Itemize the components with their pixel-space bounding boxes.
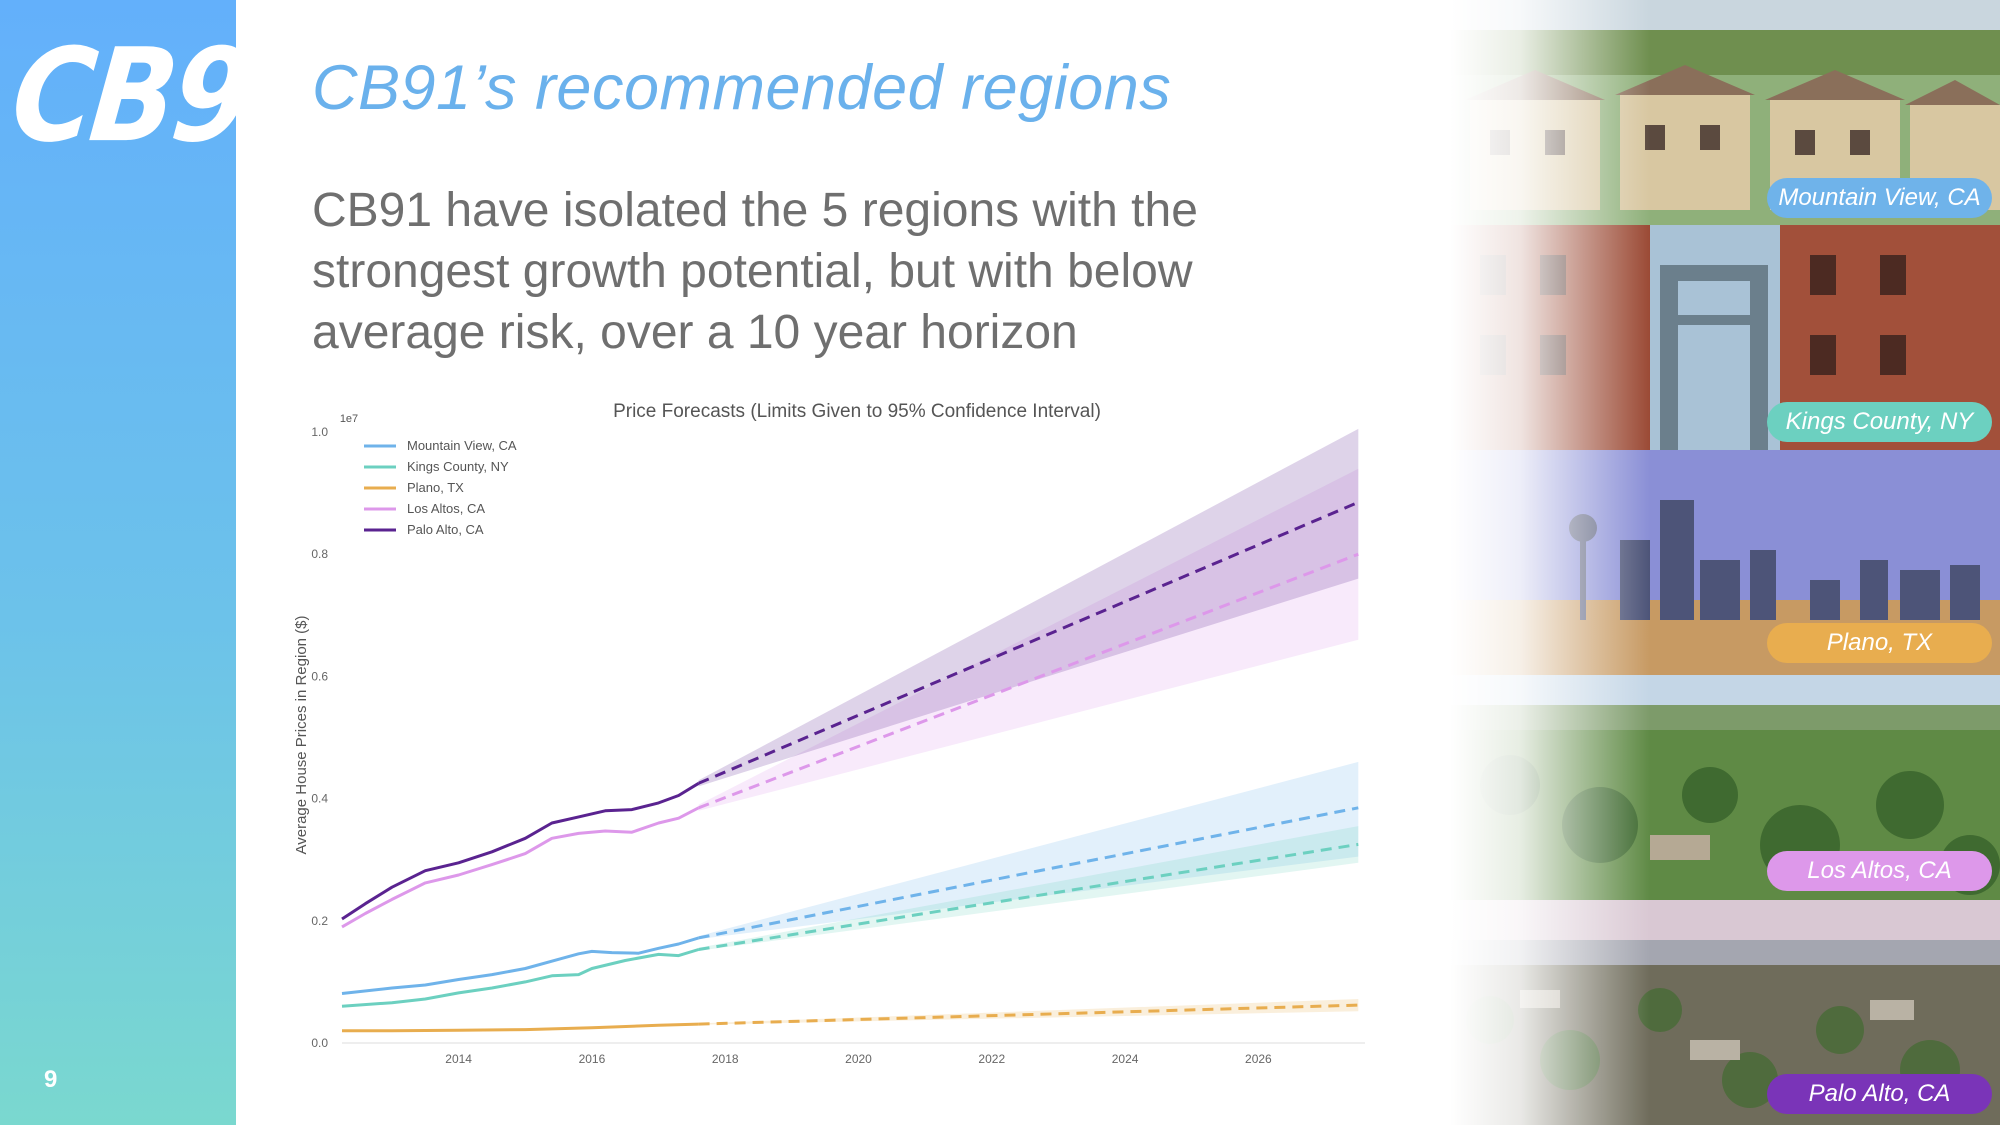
x-tick-label: 2024 bbox=[1112, 1052, 1139, 1066]
x-tick-label: 2020 bbox=[845, 1052, 872, 1066]
x-tick-label: 2018 bbox=[712, 1052, 739, 1066]
price-forecast-chart: Price Forecasts (Limits Given to 95% Con… bbox=[293, 401, 1365, 1066]
cb91-logo: CB91 bbox=[5, 21, 329, 172]
y-tick-label: 1.0 bbox=[311, 425, 328, 439]
chart-legend: Mountain View, CA Kings County, NY Plano, … bbox=[364, 438, 517, 537]
y-tick-label: 0.4 bbox=[311, 792, 328, 806]
legend-label: Kings County, NY bbox=[407, 459, 509, 474]
y-tick-label: 0.2 bbox=[311, 914, 328, 928]
photo-fade bbox=[1450, 0, 1650, 1125]
y-tick-labels: 0.0 0.2 0.4 0.6 0.8 1.0 bbox=[311, 425, 328, 1050]
legend-label: Palo Alto, CA bbox=[407, 522, 484, 537]
slide-title: CB91’s recommended regions bbox=[312, 53, 1172, 123]
history-line bbox=[341, 936, 700, 995]
forecast-line bbox=[698, 806, 1359, 940]
x-tick-label: 2026 bbox=[1245, 1052, 1272, 1066]
legend-label: Plano, TX bbox=[407, 480, 464, 495]
y-tick-label: 0.6 bbox=[311, 669, 328, 683]
region-label-mountain-view: Mountain View, CA bbox=[1767, 178, 1992, 218]
y-tick-label: 0.8 bbox=[311, 547, 328, 561]
confidence-band bbox=[698, 428, 1359, 787]
confidence-band bbox=[698, 761, 1359, 940]
confidence-band bbox=[698, 826, 1359, 951]
confidence-bands bbox=[698, 428, 1359, 1025]
forecast-line bbox=[698, 500, 1359, 785]
region-label-kings-county: Kings County, NY bbox=[1767, 402, 1992, 442]
x-tick-label: 2016 bbox=[579, 1052, 606, 1066]
x-tick-labels: 2014 2016 2018 2020 2022 2024 2026 bbox=[445, 1052, 1272, 1066]
history-line bbox=[341, 782, 700, 921]
legend-label: Mountain View, CA bbox=[407, 438, 517, 453]
slide-subtitle: CB91 have isolated the 5 regions with th… bbox=[312, 184, 1198, 359]
history-line bbox=[342, 1022, 699, 1033]
series-lines bbox=[341, 500, 1359, 1033]
sidebar: CB91 9 bbox=[0, 0, 329, 1125]
history-line bbox=[341, 806, 700, 929]
chart-title: Price Forecasts (Limits Given to 95% Con… bbox=[613, 401, 1101, 422]
confidence-band bbox=[698, 468, 1359, 811]
legend-label: Los Altos, CA bbox=[407, 501, 485, 516]
x-tick-label: 2022 bbox=[978, 1052, 1005, 1066]
history-line bbox=[341, 948, 700, 1008]
forecast-line bbox=[698, 842, 1359, 951]
region-label-los-altos: Los Altos, CA bbox=[1767, 851, 1992, 891]
region-label-palo-alto: Palo Alto, CA bbox=[1767, 1074, 1992, 1114]
region-label-plano: Plano, TX bbox=[1767, 623, 1992, 663]
y-tick-label: 0.0 bbox=[311, 1036, 328, 1050]
forecast-line bbox=[698, 1003, 1359, 1026]
y-scale-label: 1e7 bbox=[340, 413, 358, 425]
forecast-line bbox=[698, 552, 1359, 810]
x-tick-label: 2014 bbox=[445, 1052, 472, 1066]
y-axis-label: Average House Prices in Region ($) bbox=[293, 615, 310, 854]
page-number: 9 bbox=[44, 1066, 58, 1093]
